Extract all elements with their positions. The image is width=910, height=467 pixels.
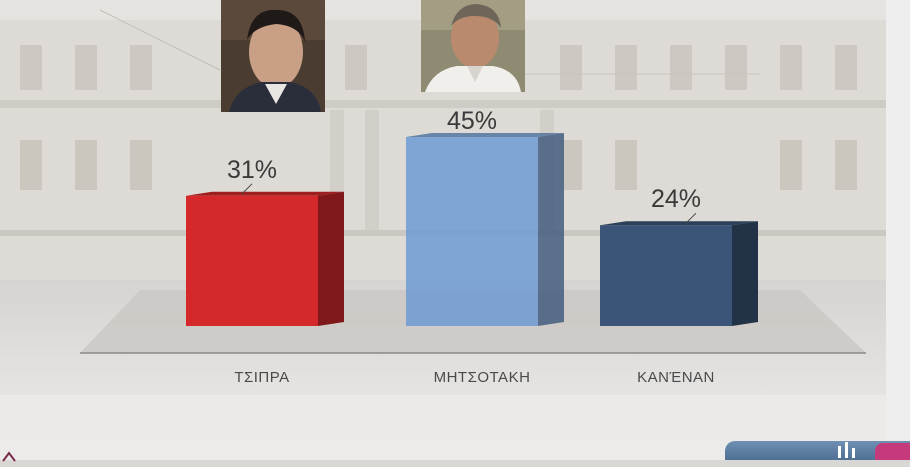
bottom-bar [0,440,910,460]
mitsotakis-photo [421,0,525,92]
tsipras-photo [221,0,325,112]
bar-1 [186,191,344,326]
value-label-3: 24% [651,185,701,213]
category-label-1: ΤΣΙΠΡΑ [234,369,289,386]
value-label-1: 31% [227,156,277,184]
corner-logo-icon [2,449,16,462]
bar-2 [406,133,564,326]
bar-3 [600,221,758,326]
channel-logo-icon [725,441,910,460]
category-label-3: ΚΑΝΈΝΑΝ [637,369,715,386]
leader-line-1 [241,183,253,195]
leader-line-3 [685,212,697,224]
value-label-2: 45% [447,107,497,135]
category-label-2: ΜΗΤΣΟΤΑΚΗ [434,369,531,386]
